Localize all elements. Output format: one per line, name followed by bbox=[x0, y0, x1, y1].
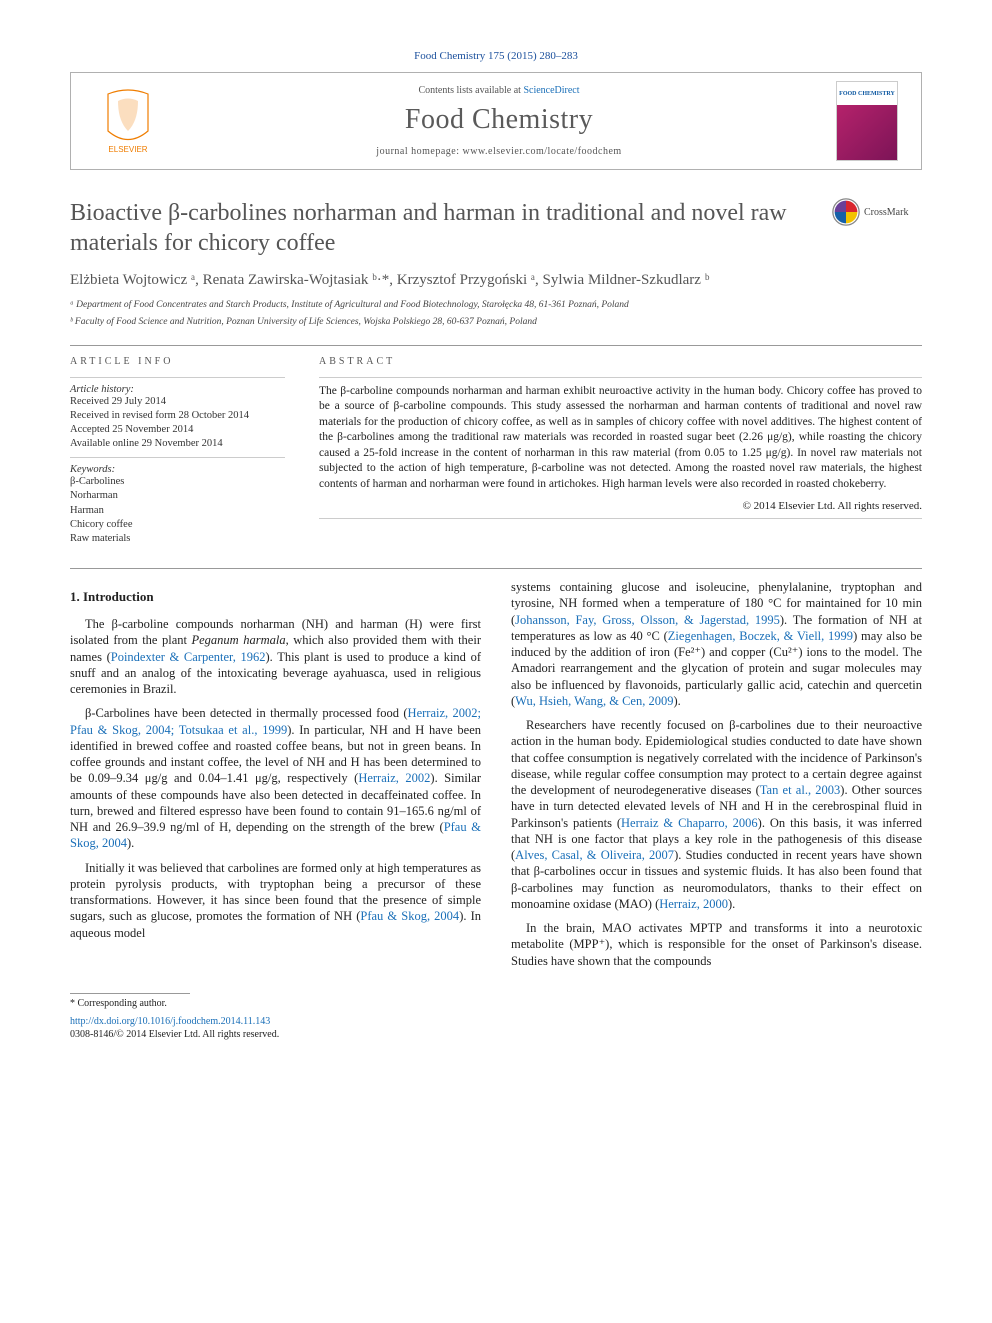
keyword: β-Carbolines bbox=[70, 475, 285, 489]
citation-ref[interactable]: Wu, Hsieh, Wang, & Cen, 2009 bbox=[515, 694, 673, 708]
text: β-Carbolines have been detected in therm… bbox=[85, 706, 408, 720]
citation-ref[interactable]: Herraiz, 2000 bbox=[659, 897, 728, 911]
journal-header: ELSEVIER Contents lists available at Sci… bbox=[70, 72, 922, 170]
doi-link[interactable]: http://dx.doi.org/10.1016/j.foodchem.201… bbox=[70, 1016, 270, 1027]
history-revised: Received in revised form 28 October 2014 bbox=[70, 409, 285, 423]
abstract-block: ABSTRACT The β-carboline compounds norha… bbox=[319, 356, 922, 547]
body-paragraph: The β-carboline compounds norharman (NH)… bbox=[70, 616, 481, 697]
body-paragraph: In the brain, MAO activates MPTP and tra… bbox=[511, 920, 922, 969]
svg-text:ELSEVIER: ELSEVIER bbox=[108, 145, 147, 154]
citation-ref[interactable]: Johansson, Fay, Gross, Olsson, & Jagerst… bbox=[515, 613, 780, 627]
section-heading-intro: 1. Introduction bbox=[70, 589, 481, 606]
text: ). bbox=[127, 836, 134, 850]
article-info: ARTICLE INFO Article history: Received 2… bbox=[70, 356, 285, 547]
homepage-url[interactable]: www.elsevier.com/locate/foodchem bbox=[463, 146, 622, 157]
sub-divider bbox=[70, 457, 285, 458]
citation-ref[interactable]: Pfau & Skog, 2004 bbox=[360, 909, 459, 923]
keyword: Raw materials bbox=[70, 532, 285, 546]
journal-cover-thumb: FOOD CHEMISTRY bbox=[836, 81, 898, 161]
body-paragraph: Initially it was believed that carboline… bbox=[70, 860, 481, 941]
citation-ref[interactable]: Herraiz, 2002 bbox=[358, 771, 430, 785]
crossmark-label: CrossMark bbox=[864, 207, 908, 218]
body-paragraph: β-Carbolines have been detected in therm… bbox=[70, 705, 481, 851]
footnote-rule bbox=[70, 993, 190, 994]
keyword: Norharman bbox=[70, 489, 285, 503]
affiliation-a: ᵃ Department of Food Concentrates and St… bbox=[70, 299, 922, 312]
article-body: 1. Introduction The β-carboline compound… bbox=[70, 579, 922, 969]
citation-ref[interactable]: Ziegenhagen, Boczek, & Viell, 1999 bbox=[668, 629, 853, 643]
abstract-text: The β-carboline compounds norharman and … bbox=[319, 384, 922, 493]
citation-ref[interactable]: Herraiz & Chaparro, 2006 bbox=[621, 816, 758, 830]
abstract-copyright: © 2014 Elsevier Ltd. All rights reserved… bbox=[319, 500, 922, 512]
crossmark-badge[interactable]: CrossMark bbox=[832, 198, 922, 226]
citation-ref[interactable]: Poindexter & Carpenter, 1962 bbox=[111, 650, 266, 664]
divider bbox=[70, 568, 922, 569]
journal-name: Food Chemistry bbox=[173, 104, 825, 136]
citation-line: Food Chemistry 175 (2015) 280–283 bbox=[70, 50, 922, 62]
issn-copyright: 0308-8146/© 2014 Elsevier Ltd. All right… bbox=[70, 1029, 279, 1040]
body-paragraph: systems containing glucose and isoleucin… bbox=[511, 579, 922, 709]
text: ). bbox=[674, 694, 681, 708]
sub-divider bbox=[319, 377, 922, 378]
divider bbox=[70, 345, 922, 346]
text: ). bbox=[728, 897, 735, 911]
contents-available: Contents lists available at ScienceDirec… bbox=[173, 85, 825, 96]
history-online: Available online 29 November 2014 bbox=[70, 437, 285, 451]
species-name: Peganum harmala bbox=[191, 633, 285, 647]
keyword: Harman bbox=[70, 504, 285, 518]
citation-ref[interactable]: Alves, Casal, & Oliveira, 2007 bbox=[515, 848, 674, 862]
contents-prefix: Contents lists available at bbox=[418, 85, 523, 96]
history-accepted: Accepted 25 November 2014 bbox=[70, 423, 285, 437]
sub-divider bbox=[70, 377, 285, 378]
body-paragraph: Researchers have recently focused on β-c… bbox=[511, 717, 922, 912]
sub-divider bbox=[319, 518, 922, 519]
sciencedirect-link[interactable]: ScienceDirect bbox=[523, 85, 579, 96]
affiliation-b: ᵇ Faculty of Food Science and Nutrition,… bbox=[70, 316, 922, 329]
author-list: Elżbieta Wojtowicz ᵃ, Renata Zawirska-Wo… bbox=[70, 272, 922, 289]
article-info-heading: ARTICLE INFO bbox=[70, 356, 285, 367]
keyword: Chicory coffee bbox=[70, 518, 285, 532]
homepage-prefix: journal homepage: bbox=[376, 146, 462, 157]
citation-ref[interactable]: Tan et al., 2003 bbox=[760, 783, 841, 797]
corresponding-author-note: * Corresponding author. bbox=[70, 998, 922, 1009]
crossmark-icon bbox=[832, 198, 860, 226]
abstract-heading: ABSTRACT bbox=[319, 356, 922, 367]
history-label: Article history: bbox=[70, 384, 285, 395]
journal-homepage: journal homepage: www.elsevier.com/locat… bbox=[173, 146, 825, 157]
elsevier-logo: ELSEVIER bbox=[98, 86, 158, 156]
article-title: Bioactive β-carbolines norharman and har… bbox=[70, 198, 816, 258]
keywords-label: Keywords: bbox=[70, 464, 285, 475]
cover-label: FOOD CHEMISTRY bbox=[837, 82, 897, 105]
doi-block: http://dx.doi.org/10.1016/j.foodchem.201… bbox=[70, 1015, 922, 1041]
history-received: Received 29 July 2014 bbox=[70, 395, 285, 409]
